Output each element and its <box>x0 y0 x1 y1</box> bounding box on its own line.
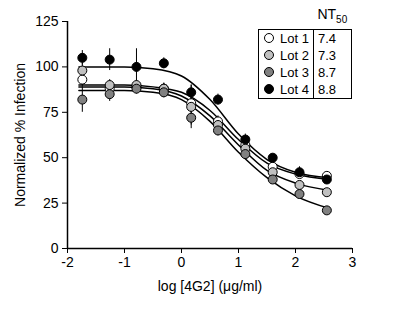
svg-text:50: 50 <box>43 149 59 165</box>
svg-text:1: 1 <box>235 254 243 270</box>
html-text:8.8: 8.8 <box>317 81 336 97</box>
svg-text:Normalized % Infection: Normalized % Infection <box>12 63 28 207</box>
svg-text:3: 3 <box>349 254 357 270</box>
html-text:7.4: 7.4 <box>317 30 336 46</box>
svg-text:125: 125 <box>35 13 59 29</box>
svg-text:log [4G2] (μg/ml): log [4G2] (μg/ml) <box>158 278 263 294</box>
svg-text:-2: -2 <box>61 254 74 270</box>
html-text:Lot 3: Lot 3 <box>280 64 309 80</box>
html-text:7.3: 7.3 <box>317 47 336 63</box>
html-text:Lot 4: Lot 4 <box>280 81 309 97</box>
html-text:Lot 2: Lot 2 <box>280 47 309 63</box>
svg-text:0: 0 <box>51 240 59 256</box>
svg-text:75: 75 <box>43 104 59 120</box>
svg-text:100: 100 <box>35 58 59 74</box>
svg-text:-1: -1 <box>118 254 131 270</box>
svg-text:0: 0 <box>178 254 186 270</box>
html-text:Lot 1: Lot 1 <box>280 30 309 46</box>
html-text:8.7: 8.7 <box>317 64 336 80</box>
svg-text:25: 25 <box>43 195 59 211</box>
svg-text:2: 2 <box>292 254 300 270</box>
html-text:NT50: NT50 <box>317 6 348 25</box>
